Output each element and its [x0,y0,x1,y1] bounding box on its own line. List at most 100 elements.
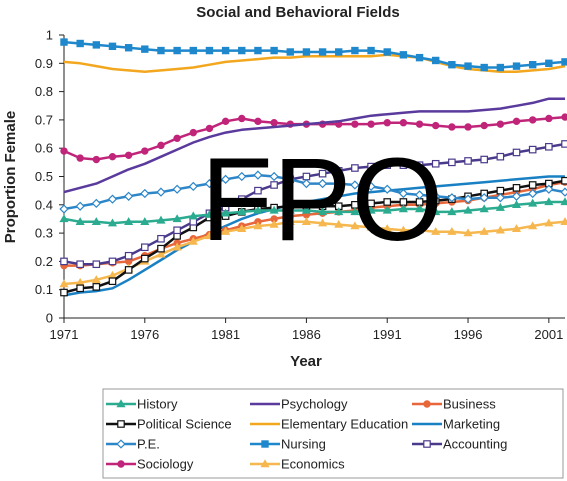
data-point-nursing [286,48,294,56]
data-point-history [91,217,101,225]
data-point-p-e [269,171,279,182]
data-point-p-e [414,190,425,200]
series-history [59,197,567,227]
data-point-economics [91,275,101,283]
data-point-sociology [205,124,214,133]
data-point-history [237,207,247,216]
legend-item-p-e: P.E. [106,437,160,452]
data-point-p-e [123,191,134,201]
data-point-economics [156,249,166,258]
data-point-history [382,205,392,214]
data-point-p-e [334,178,344,189]
legend-item-political-science: Political Science [106,417,232,432]
data-point-economics [253,221,263,230]
legend-label: Sociology [137,457,194,472]
data-point-history [334,207,344,216]
legend-marker-business [423,400,431,408]
data-point-nursing [205,46,214,55]
data-point-nursing [60,38,68,46]
y-tick-label: 0.3 [35,226,53,241]
data-point-economics [544,218,554,227]
data-point-accounting [124,251,133,260]
data-point-p-e [156,187,166,197]
data-point-p-e [188,181,198,192]
data-point-accounting [237,195,246,203]
data-point-political-science [383,198,392,206]
legend-label: Political Science [137,417,232,432]
y-tick-label: 1 [46,28,53,43]
data-point-p-e [285,174,295,184]
data-point-accounting [173,226,181,235]
data-point-p-e [301,178,312,189]
data-point-p-e [447,193,457,203]
x-tick-label: 2001 [534,327,563,342]
data-point-p-e [107,194,118,204]
data-point-accounting [561,140,567,148]
data-point-nursing [512,62,521,70]
data-point-economics [285,217,295,225]
data-point-accounting [448,158,456,167]
data-point-sociology [92,155,101,164]
axes: 0 0.1 0.2 0.3 0.4 0.5 0.6 0.7 0.8 0.9 1 1971 1976 198… [35,28,565,342]
data-point-sociology [157,141,165,150]
legend-item-elementary-education: Elementary Education [250,417,408,432]
data-point-economics [398,225,408,234]
legend-item-business: Business [412,397,496,412]
data-point-history [479,204,489,213]
data-point-nursing [399,51,408,59]
data-point-accounting [76,260,84,269]
data-point-political-science [561,176,567,185]
data-point-sociology [221,117,230,126]
x-tick-label: 1981 [211,327,240,342]
data-point-sociology [415,120,424,128]
data-point-p-e [479,193,489,203]
legend-marker-history [116,399,126,408]
data-point-p-e [204,178,215,189]
data-point-sociology [399,119,408,127]
data-point-sociology [367,120,375,128]
data-point-sociology [480,121,488,130]
data-point-p-e [91,198,101,209]
data-point-political-science [157,244,165,253]
x-tick-label: 1996 [454,327,483,342]
data-point-sociology [464,123,472,131]
data-point-political-science [512,184,521,192]
series-psychology [63,97,565,194]
data-point-history [350,207,360,216]
x-tick-label: 1976 [130,327,159,342]
data-point-history [301,205,311,214]
data-point-history [188,211,198,220]
data-point-nursing [76,39,84,48]
data-point-accounting [254,186,262,195]
y-tick-label: 0.4 [35,197,53,212]
data-point-nursing [254,46,262,55]
data-point-history [318,207,328,216]
data-point-nursing [545,59,553,67]
data-point-economics [414,225,425,234]
data-point-history [221,208,231,217]
y-tick-label: 0 [46,311,53,326]
legend-marker-political-science [117,420,125,428]
data-point-sociology [545,114,553,123]
data-point-political-science [496,186,505,195]
legend-marker-accounting [423,440,431,448]
legend-label: P.E. [137,437,160,452]
data-point-p-e [382,184,392,194]
data-point-p-e [544,184,554,194]
y-tick-label: 0.9 [35,56,53,71]
data-point-history [463,205,473,214]
data-point-political-science [60,288,68,297]
legend-label: Accounting [443,437,507,452]
series-line-marketing [63,175,565,297]
data-point-economics [172,242,182,251]
data-point-accounting [545,142,553,151]
data-point-accounting [157,234,165,243]
data-point-political-science [124,266,133,274]
data-point-p-e [59,204,69,214]
data-point-accounting [189,217,198,226]
x-tick-label: 1971 [50,327,79,342]
data-point-nursing [302,48,311,56]
data-point-economics [382,224,392,233]
data-point-accounting [399,161,408,169]
x-tick-label: 1991 [373,327,402,342]
